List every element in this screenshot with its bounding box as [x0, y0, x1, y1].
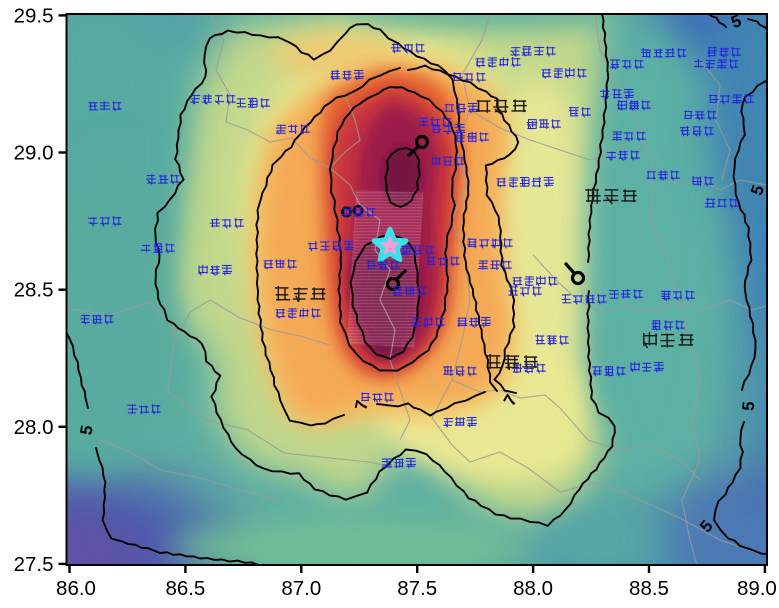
svg-text:28.5: 28.5: [14, 279, 54, 302]
svg-text:27.5: 27.5: [14, 553, 54, 576]
svg-text:87.5: 87.5: [397, 577, 437, 600]
svg-text:29.5: 29.5: [14, 4, 54, 27]
svg-text:7: 7: [351, 399, 372, 412]
svg-text:88.5: 88.5: [629, 577, 669, 600]
svg-text:5: 5: [739, 401, 759, 412]
svg-text:28.0: 28.0: [14, 416, 54, 439]
svg-text:5: 5: [729, 11, 744, 32]
svg-text:86.5: 86.5: [165, 577, 205, 600]
svg-text:86.0: 86.0: [56, 577, 96, 600]
svg-text:89.0: 89.0: [737, 577, 777, 600]
svg-text:88.0: 88.0: [513, 577, 553, 600]
svg-text:87.0: 87.0: [281, 577, 321, 600]
svg-text:29.0: 29.0: [14, 142, 54, 165]
svg-text:5: 5: [76, 424, 96, 437]
